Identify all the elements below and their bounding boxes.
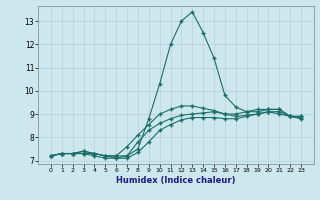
X-axis label: Humidex (Indice chaleur): Humidex (Indice chaleur): [116, 176, 236, 185]
